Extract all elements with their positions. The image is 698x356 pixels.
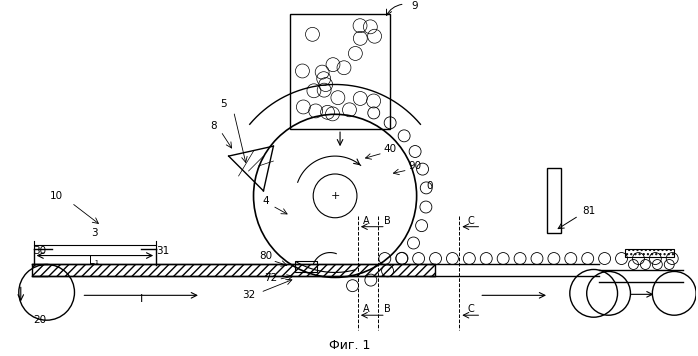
- Bar: [547, 168, 561, 233]
- Text: 31: 31: [156, 246, 170, 256]
- Text: 90: 90: [408, 161, 421, 171]
- Text: A: A: [362, 216, 369, 226]
- Text: 81: 81: [582, 206, 595, 216]
- Text: 80: 80: [259, 251, 272, 261]
- Text: 0: 0: [426, 181, 433, 191]
- Text: C: C: [468, 216, 475, 226]
- Text: 4: 4: [262, 196, 269, 206]
- Bar: [295, 261, 317, 272]
- Text: 3: 3: [91, 228, 98, 238]
- Text: 20: 20: [33, 315, 46, 325]
- Text: C: C: [468, 304, 475, 314]
- Text: 40: 40: [383, 144, 396, 154]
- Text: B: B: [385, 304, 391, 314]
- Text: +: +: [330, 191, 340, 201]
- Text: 30: 30: [33, 246, 46, 256]
- Text: A: A: [362, 304, 369, 314]
- Text: 9: 9: [411, 1, 418, 11]
- Text: 5: 5: [221, 99, 227, 109]
- Text: L₁: L₁: [89, 256, 99, 266]
- Text: I: I: [140, 294, 143, 304]
- Text: B: B: [385, 216, 391, 226]
- Polygon shape: [31, 263, 435, 276]
- Text: 8: 8: [210, 121, 217, 131]
- Text: 32: 32: [242, 290, 255, 300]
- Text: 10: 10: [50, 191, 63, 201]
- Bar: [625, 248, 674, 257]
- Text: 72: 72: [264, 273, 277, 283]
- Text: Фиг. 1: Фиг. 1: [329, 339, 371, 352]
